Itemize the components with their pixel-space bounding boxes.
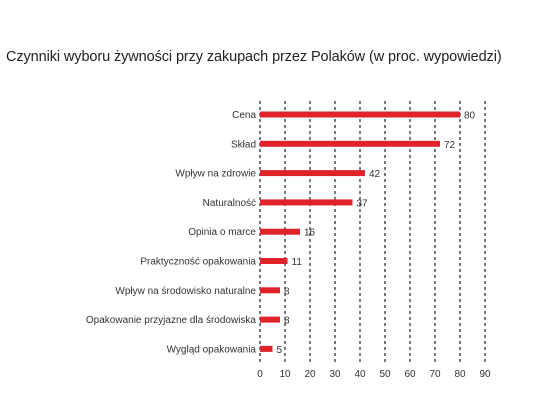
bar <box>260 316 280 323</box>
bar <box>260 258 288 264</box>
category-label: Wygląd opakowania <box>167 344 257 355</box>
bar <box>260 287 280 294</box>
category-label: Naturalność <box>203 198 256 209</box>
data-label: 72 <box>444 140 456 151</box>
bar <box>260 140 440 147</box>
data-label: 11 <box>292 257 303 268</box>
category-label: Wpływ na środowisko naturalne <box>115 286 256 297</box>
x-tick-label: 70 <box>429 369 441 380</box>
x-tick-label: 60 <box>404 369 416 380</box>
data-label: 8 <box>284 316 290 327</box>
x-tick-label: 10 <box>279 369 291 380</box>
category-label: Skład <box>231 139 256 150</box>
data-label: 42 <box>369 169 381 180</box>
x-tick-label: 20 <box>304 369 316 380</box>
bar <box>260 345 273 352</box>
x-tick-label: 0 <box>257 369 263 380</box>
data-label: 80 <box>464 111 476 122</box>
category-label: Cena <box>232 110 256 121</box>
bar <box>260 228 300 235</box>
bar <box>260 199 353 206</box>
bar <box>260 111 460 118</box>
data-label: 37 <box>357 198 369 209</box>
category-label: Wpływ na zdrowie <box>175 169 256 180</box>
x-tick-label: 40 <box>354 369 366 380</box>
x-tick-label: 80 <box>454 369 466 380</box>
category-label: Opakowanie przyjazne dla środowiska <box>86 315 257 326</box>
bar <box>260 170 365 177</box>
x-tick-label: 30 <box>329 369 341 380</box>
chart-title: Czynniki wyboru żywności przy zakupach p… <box>6 49 502 65</box>
x-tick-label: 50 <box>379 369 391 380</box>
category-label: Opinia o marce <box>188 227 256 238</box>
data-label: 8 <box>284 286 290 297</box>
data-label: 16 <box>304 228 316 239</box>
data-label: 5 <box>277 345 283 356</box>
category-label: Praktyczność opakowania <box>140 257 256 268</box>
x-tick-label: 90 <box>479 369 491 380</box>
